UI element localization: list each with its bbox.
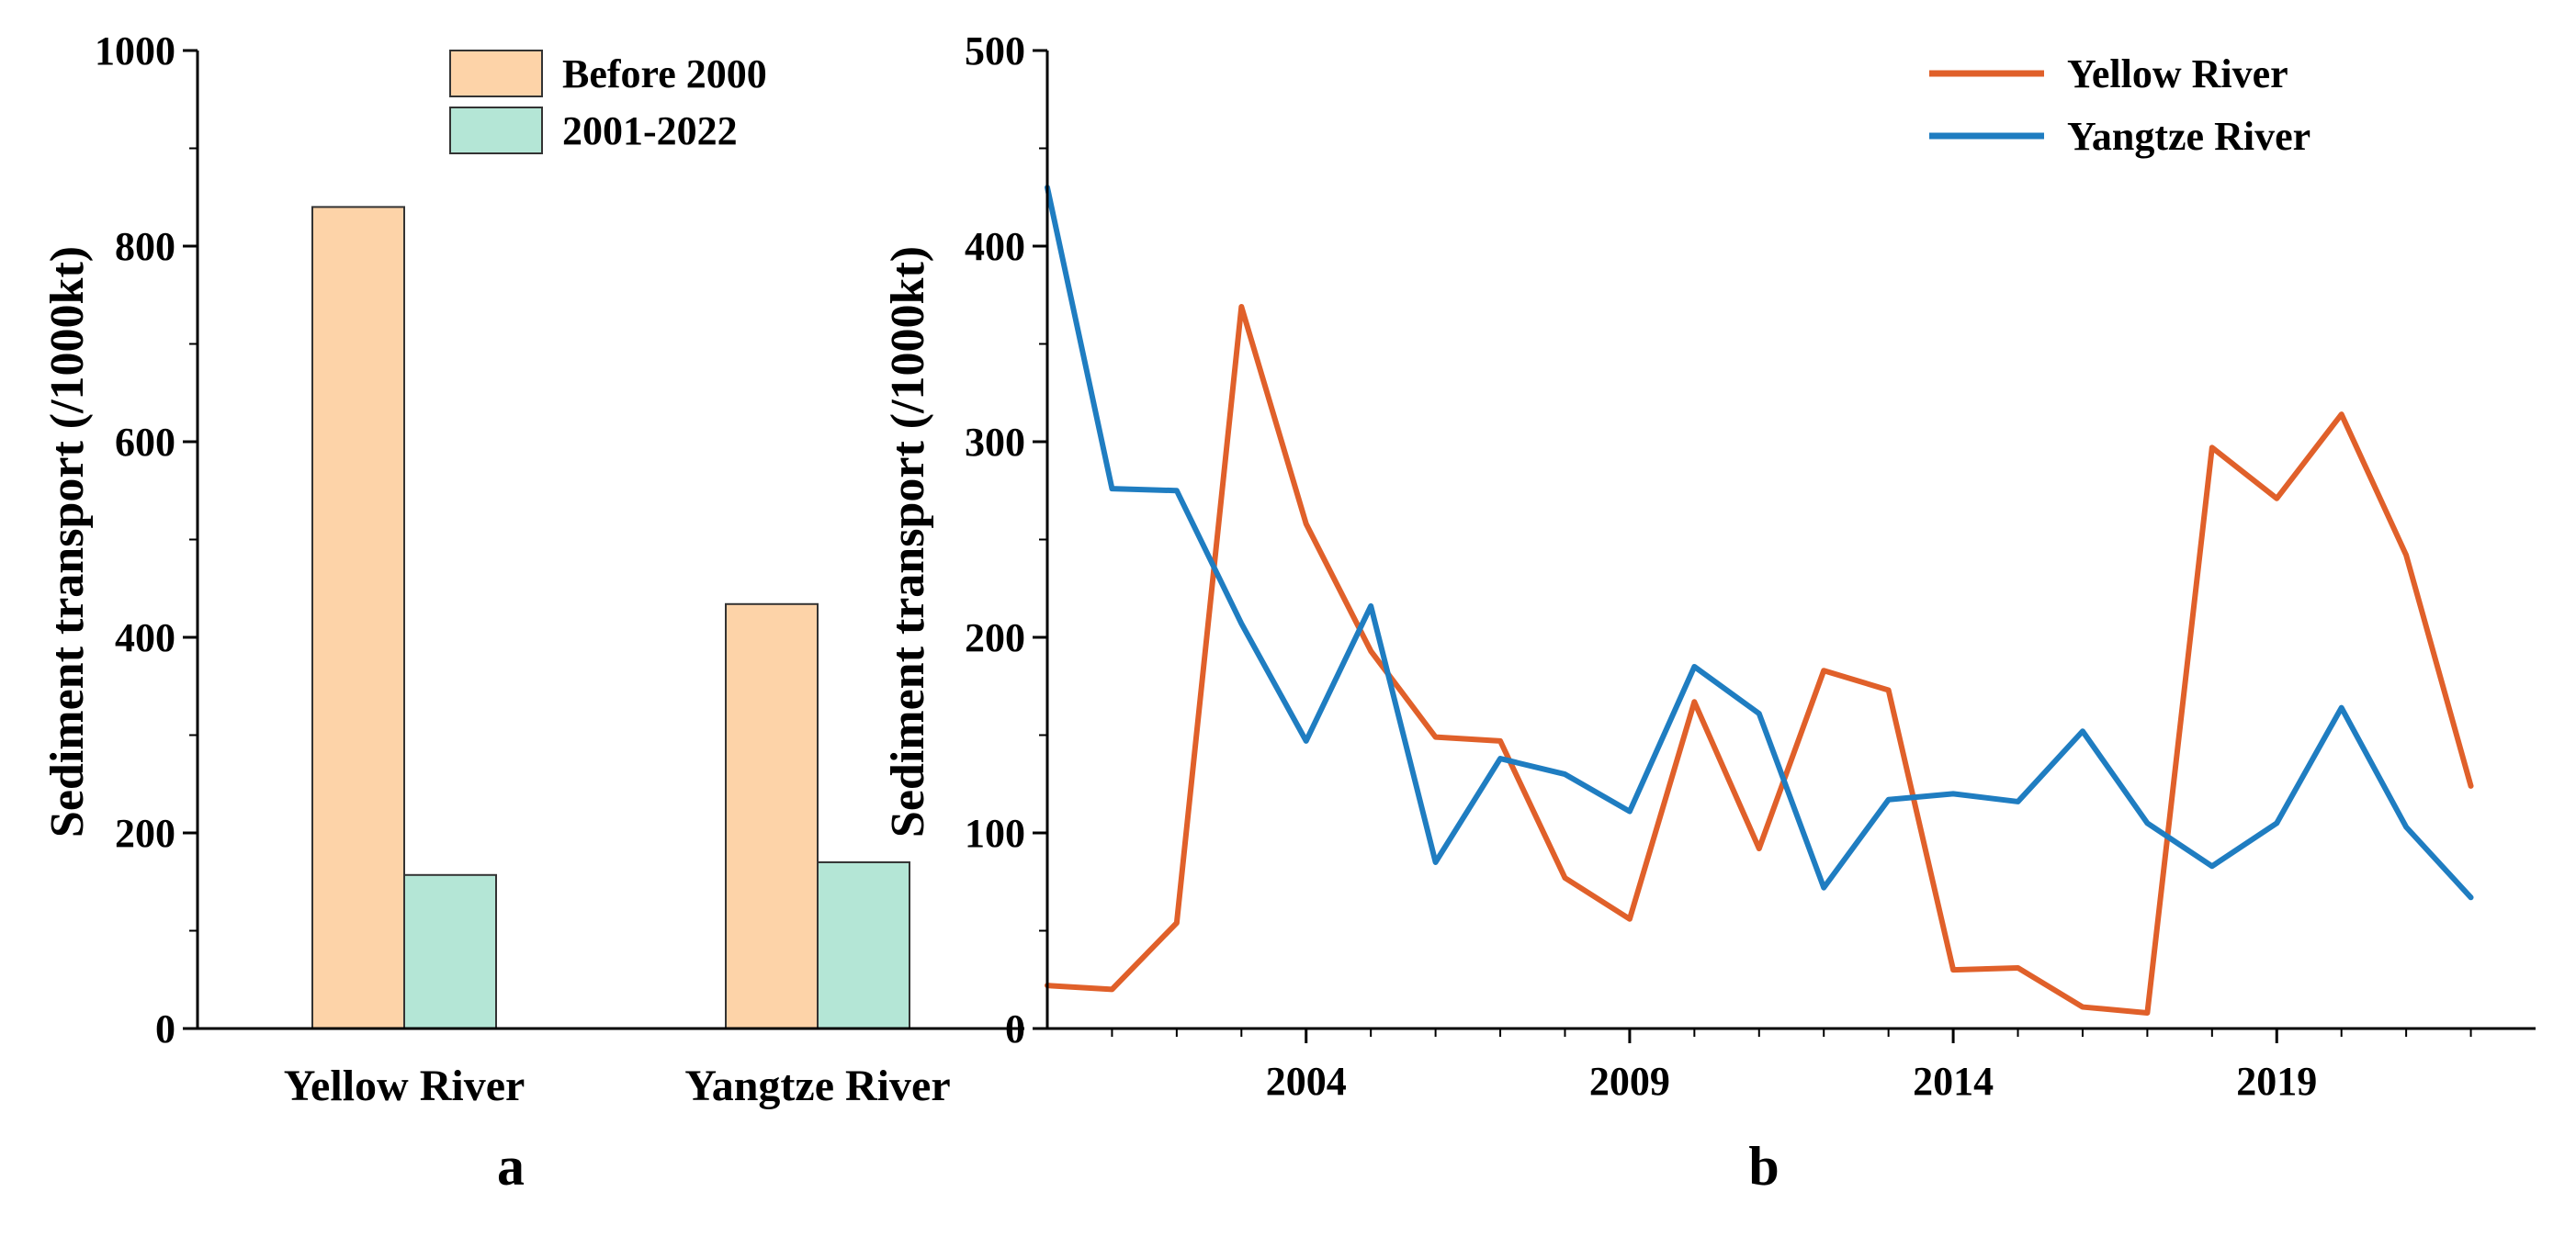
series-line-yellow-river [1045, 304, 2474, 1016]
category-label-yangtze-river: Yangtze River [684, 1062, 950, 1110]
y-tick-label-500: 500 [965, 28, 1025, 73]
legend-swatch-2001-2022 [449, 107, 543, 154]
y-tick-label-200: 200 [115, 811, 175, 856]
legend-label-yellow-river: Yellow River [2067, 51, 2288, 96]
y-tick-label-0: 0 [155, 1006, 175, 1051]
panel-b-axes [1045, 51, 2536, 1030]
legend-label-before-2000: Before 2000 [562, 51, 767, 96]
y-tick-label-400: 400 [115, 615, 175, 660]
panel-a-label: a [497, 1136, 525, 1197]
bar-yellow-river-before-2000 [311, 206, 405, 1029]
panel-b-legend: Yellow River Yangtze River [1929, 51, 2310, 159]
x-tick-label-2014: 2014 [1913, 1059, 1994, 1104]
x-tick-label-2019: 2019 [2236, 1059, 2317, 1104]
panel-a-y-axis-title: Sediment transport (/1000kt) [41, 246, 94, 838]
panel-b-line-chart: 0 100 200 300 400 500 2004 2009 2014 2019 Yellow… [882, 28, 2536, 1197]
y-tick-label-600: 600 [115, 420, 175, 465]
panel-a-y-ticks: 0 200 400 600 800 1000 [95, 28, 198, 1051]
panel-b-lines [1045, 185, 2474, 1016]
y-tick-label-1000: 1000 [95, 28, 175, 73]
panel-b-y-ticks: 0 100 200 300 400 500 [965, 28, 1047, 1051]
legend-label-2001-2022: 2001-2022 [562, 108, 738, 153]
bar-yellow-river-2001-2022 [403, 873, 497, 1029]
x-tick-label-2009: 2009 [1589, 1059, 1670, 1104]
y-tick-label-0: 0 [1005, 1006, 1025, 1051]
y-tick-label-100: 100 [965, 811, 1025, 856]
x-tick-label-2004: 2004 [1266, 1059, 1347, 1104]
bar-yangtze-river-2001-2022 [817, 860, 910, 1030]
y-tick-label-200: 200 [965, 615, 1025, 660]
y-tick-label-300: 300 [965, 420, 1025, 465]
series-line-yangtze-river [1045, 185, 2474, 901]
panel-b-x-ticks: 2004 2009 2014 2019 [1111, 1029, 2472, 1104]
panel-a-legend: Before 2000 2001-2022 [449, 50, 767, 154]
panel-b-label: b [1748, 1136, 1779, 1197]
panel-a-bars [311, 206, 910, 1030]
y-tick-label-400: 400 [965, 224, 1025, 269]
y-tick-label-800: 800 [115, 224, 175, 269]
legend-label-yangtze-river: Yangtze River [2067, 114, 2310, 159]
panel-b-y-axis-title: Sediment transport (/1000kt) [882, 246, 934, 838]
category-label-yellow-river: Yellow River [284, 1062, 525, 1110]
bar-yangtze-river-before-2000 [725, 602, 819, 1029]
panel-a-axes [196, 51, 1024, 1030]
panel-a-category-labels: Yellow River Yangtze River [284, 1062, 951, 1110]
legend-swatch-before-2000 [449, 50, 543, 97]
